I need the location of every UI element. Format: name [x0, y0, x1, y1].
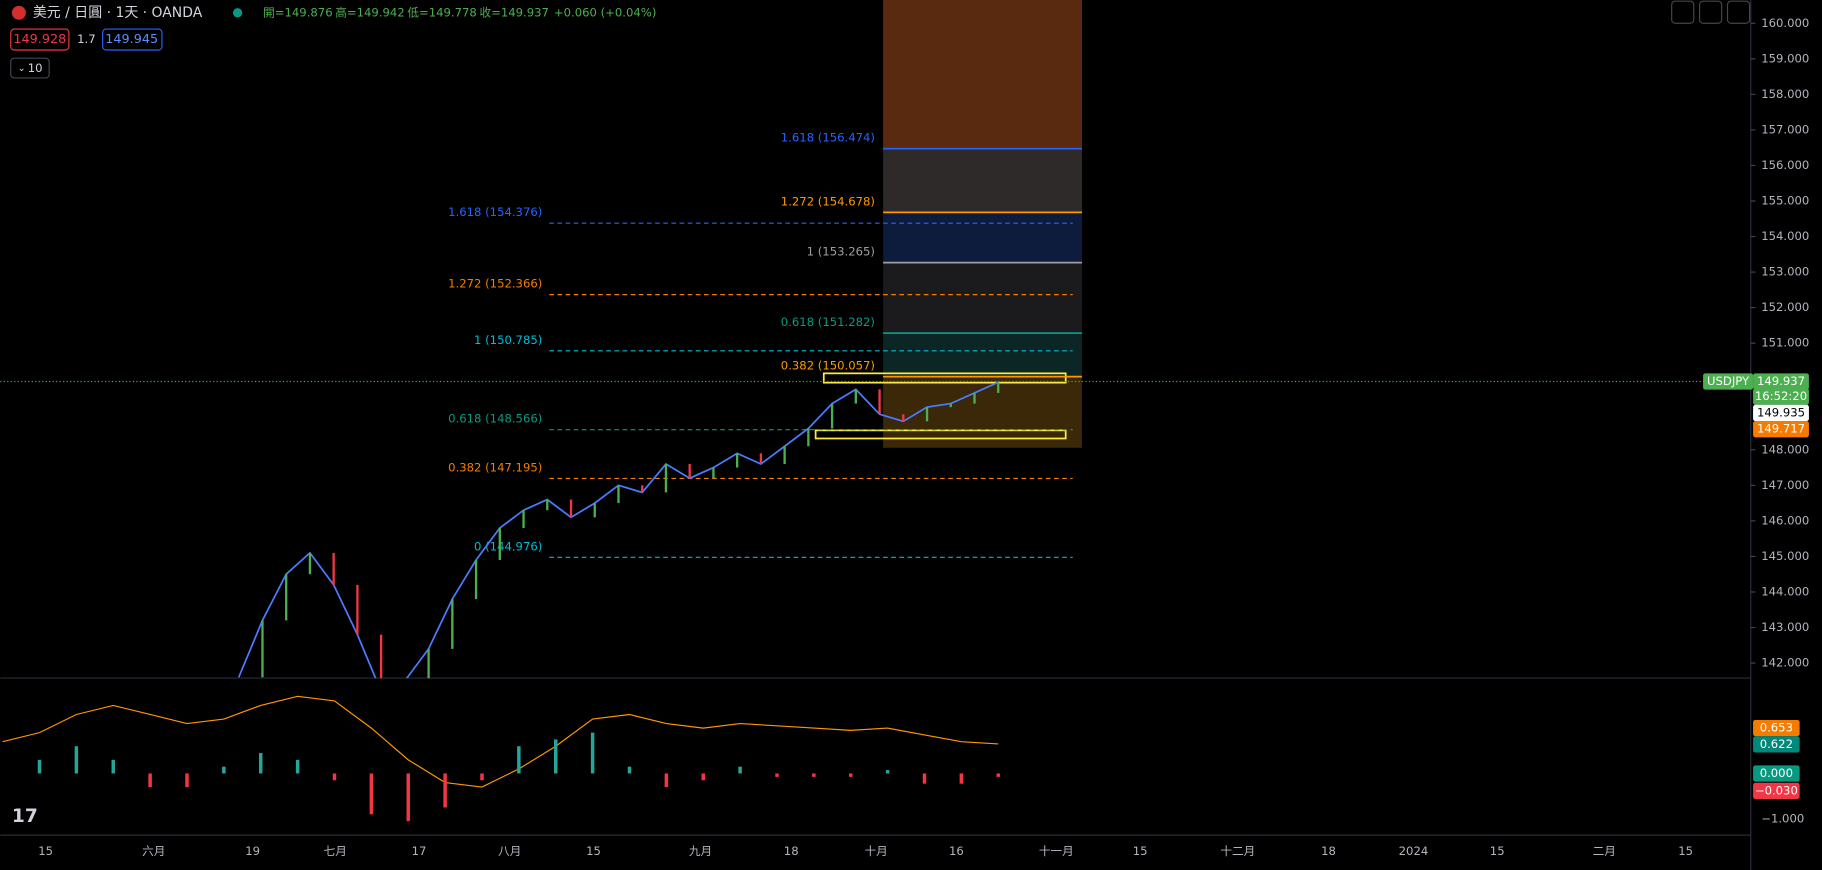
- time-label: 2024: [1399, 844, 1429, 858]
- time-label: 十月: [864, 844, 887, 858]
- fib-label: 1.272 (152.366): [448, 277, 542, 291]
- time-label: 十二月: [1220, 844, 1255, 858]
- time-label: 18: [1321, 844, 1336, 858]
- tool-button[interactable]: [1726, 0, 1751, 24]
- bid-button[interactable]: [10, 28, 70, 51]
- band: [883, 333, 1082, 376]
- zone-box: [814, 429, 1067, 440]
- price-tag: [1753, 421, 1809, 438]
- fib-label: 1 (150.785): [474, 333, 542, 347]
- price-tag-text: 0.653: [1760, 721, 1793, 735]
- price-tag: [1753, 765, 1800, 782]
- chevron: ⌄: [18, 63, 26, 74]
- ohlc: 高=149.942: [335, 5, 404, 19]
- band: [883, 147, 1082, 212]
- price-tick-label: 158.000: [1761, 87, 1809, 101]
- price-tag: [1753, 388, 1809, 405]
- price-tick-label: 151.000: [1761, 336, 1809, 350]
- price-tick-label: 159.000: [1761, 51, 1809, 65]
- price-tick-label: 144.000: [1761, 584, 1809, 598]
- price-tick-label: 160.000: [1761, 16, 1809, 30]
- time-label: 15: [1678, 844, 1693, 858]
- fib-label: 0.382 (147.195): [448, 460, 542, 474]
- time-label: 十一月: [1039, 844, 1074, 858]
- price-tag-text: 149.935: [1757, 405, 1805, 419]
- tool-button[interactable]: [1671, 0, 1695, 24]
- time-label: 16: [949, 844, 964, 858]
- price-tick-label: 143.000: [1761, 620, 1809, 634]
- fib-label: 0.618 (148.566): [448, 412, 542, 426]
- time-label: 15: [586, 844, 601, 858]
- price-tag-text: 149.717: [1757, 422, 1805, 436]
- time-label: 九月: [689, 844, 712, 858]
- price-tick-label: 155.000: [1761, 193, 1809, 207]
- symbol: 美元 / 日圓 · 1天 · OANDA: [33, 5, 203, 21]
- price-tag-text: 16:52:20: [1755, 389, 1807, 403]
- ohlc: 收=149.937: [479, 5, 548, 19]
- time-label: 15: [1490, 844, 1505, 858]
- ask-button[interactable]: [102, 28, 163, 51]
- price-tick-label: 142.000: [1761, 656, 1809, 670]
- interval: 10: [28, 61, 43, 75]
- price-tag: [1703, 373, 1754, 390]
- ask: 149.945: [105, 32, 158, 47]
- time-label: 六月: [142, 844, 165, 858]
- logo: 17: [12, 806, 38, 827]
- price-tag: [1753, 404, 1809, 422]
- ohlc: 開=149.876: [263, 5, 332, 19]
- price-tag: [1753, 719, 1800, 737]
- band: [883, 262, 1082, 334]
- price-tick-label: 156.000: [1761, 158, 1809, 172]
- price-tag: [1753, 373, 1809, 390]
- price-tick-label: 145.000: [1761, 549, 1809, 563]
- time-label: 15: [38, 844, 53, 858]
- price-tag-text: 0.000: [1760, 766, 1793, 780]
- interval-button[interactable]: [10, 57, 50, 79]
- fib-label: 0.618 (151.282): [781, 315, 875, 329]
- change: +0.060 (+0.04%): [554, 5, 656, 19]
- price-tag: [1753, 782, 1800, 800]
- zone-box: [822, 372, 1067, 384]
- price-tick-label: 153.000: [1761, 265, 1809, 279]
- price-tag-text: 0.622: [1760, 737, 1793, 751]
- ohlc: 低=149.778: [407, 5, 476, 19]
- fib-label: 1.618 (154.376): [448, 205, 542, 219]
- fib-label: 0.382 (150.057): [781, 359, 875, 373]
- time-label: 18: [784, 844, 799, 858]
- price-tag-text: 149.937: [1757, 374, 1805, 388]
- price-tag: [1753, 736, 1800, 753]
- macd-line: [2, 695, 999, 788]
- spread: 1.7: [77, 32, 96, 46]
- status-dot: [232, 8, 243, 18]
- fib-label: 0 (144.976): [474, 539, 542, 553]
- band: [883, 0, 1082, 148]
- price-tick-label: 152.000: [1761, 300, 1809, 314]
- time-label: 19: [245, 844, 260, 858]
- fib-label: 1 (153.265): [807, 245, 875, 259]
- bid: 149.928: [13, 32, 66, 47]
- price-tick-label: 148.000: [1761, 442, 1809, 456]
- price-tick-label: 154.000: [1761, 229, 1809, 243]
- fib-label: 1.272 (154.678): [781, 194, 875, 208]
- macd-axis-label: −1.000: [1761, 811, 1804, 825]
- time-label: 15: [1133, 844, 1148, 858]
- price-tick-label: 157.000: [1761, 122, 1809, 136]
- band: [883, 375, 1082, 448]
- time-label: 八月: [498, 844, 521, 858]
- time-label: 七月: [324, 844, 347, 858]
- fib-label: 1.618 (156.474): [781, 131, 875, 145]
- price-tag-text: −0.030: [1755, 783, 1798, 797]
- price-tag-text: USDJPY: [1707, 374, 1750, 388]
- time-label: 17: [412, 844, 427, 858]
- price-tick-label: 146.000: [1761, 513, 1809, 527]
- price-tick-label: 147.000: [1761, 478, 1809, 492]
- tool-button[interactable]: [1699, 0, 1723, 24]
- time-label: 二月: [1593, 844, 1616, 858]
- band: [883, 211, 1082, 263]
- flag-icon: [11, 5, 26, 20]
